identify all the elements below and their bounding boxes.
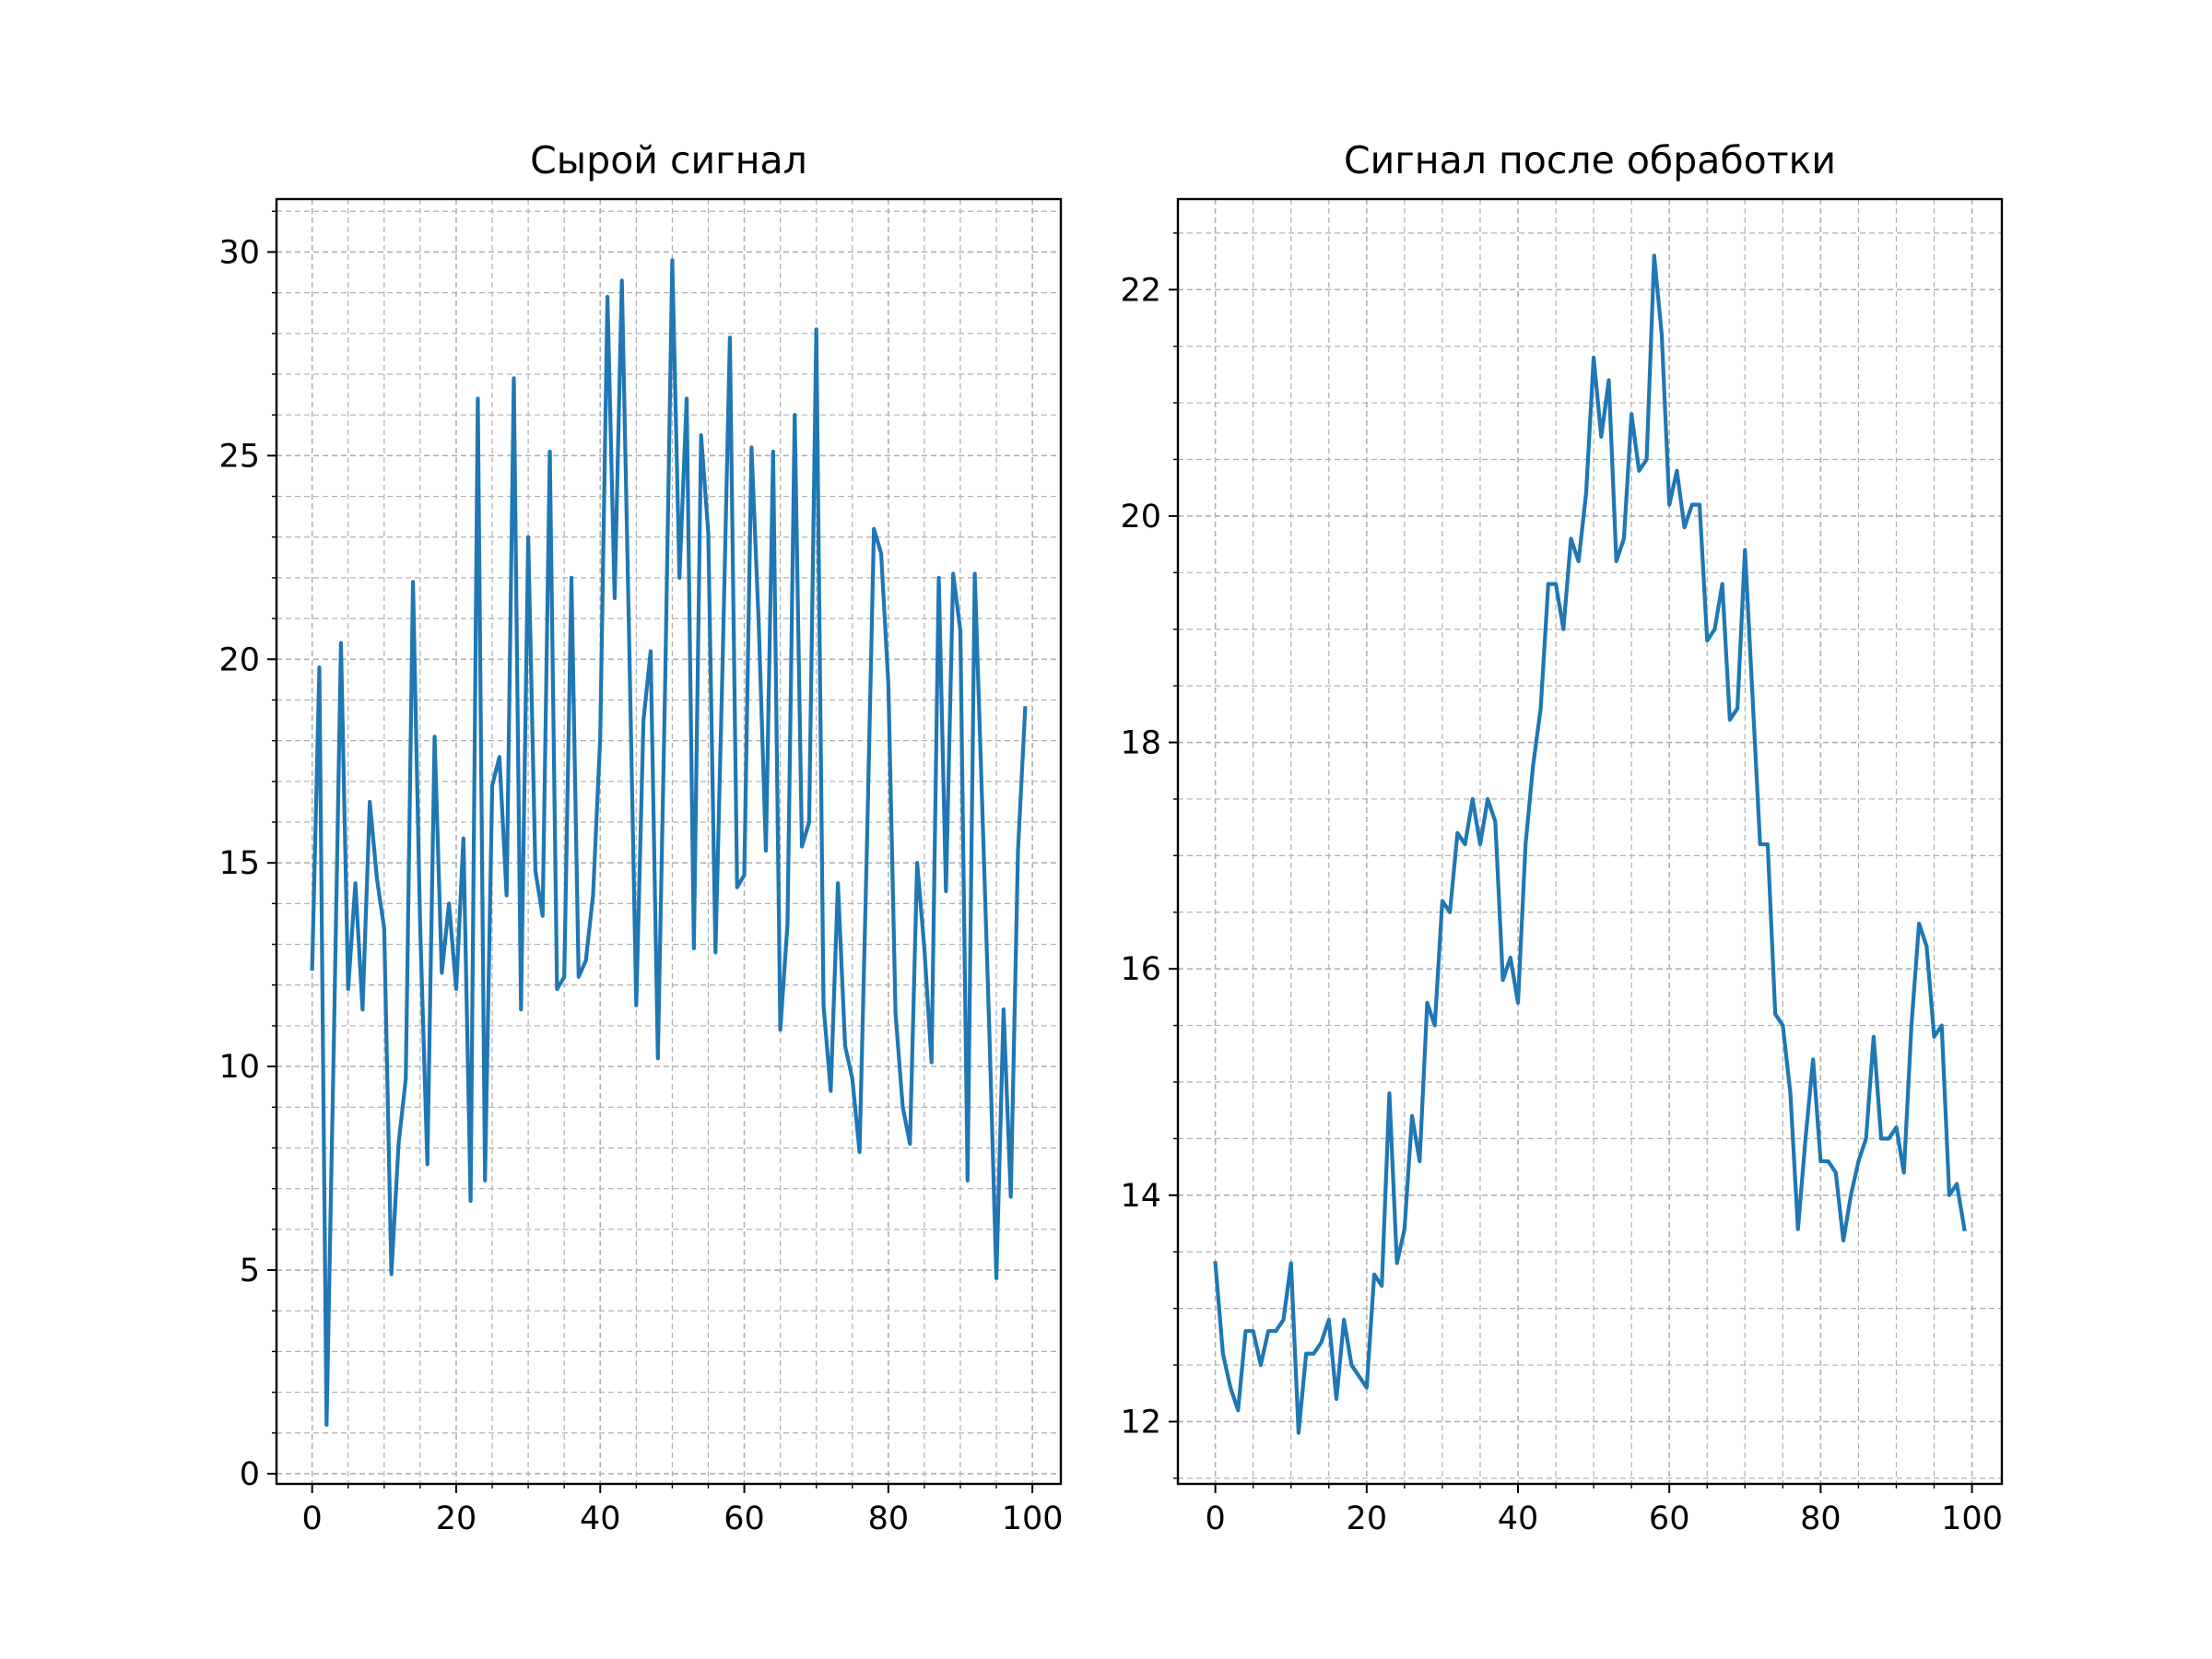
raw-signal-y-tick-label: 0 (240, 1456, 260, 1493)
raw-signal-y-tick-label: 5 (240, 1253, 260, 1289)
raw-signal-y-tick-label: 15 (218, 845, 260, 882)
processed-signal-x-tick-label: 20 (1347, 1500, 1388, 1537)
raw-signal-x-tick-label: 60 (724, 1500, 765, 1537)
processed-signal-y-tick-label: 16 (1120, 951, 1161, 988)
processed-signal-panel: 0 20 40 60 80 100 12 14 16 18 20 22 Сигнал после об… (1120, 138, 2004, 1537)
raw-signal-series-line (310, 258, 1028, 1428)
processed-signal-title: Сигнал после обработки (1344, 138, 1836, 182)
processed-signal-y-tick-label: 20 (1120, 499, 1161, 535)
processed-signal-x-tick-label: 80 (1800, 1500, 1841, 1537)
processed-signal-plot (1213, 253, 1967, 1435)
raw-signal-ticks: 0 20 40 60 80 100 0 5 10 15 20 25 30 (218, 210, 1064, 1537)
processed-signal-y-tick-label: 14 (1120, 1178, 1161, 1215)
processed-signal-ticks: 0 20 40 60 80 100 12 14 16 18 20 22 (1120, 232, 2003, 1537)
processed-signal-x-tick-label: 100 (1941, 1500, 2003, 1537)
processed-signal-x-tick-label: 60 (1649, 1500, 1690, 1537)
raw-signal-title: Сырой сигнал (530, 138, 807, 182)
raw-signal-panel: 0 20 40 60 80 100 0 5 10 15 20 25 30 Сырой сигнал (218, 138, 1063, 1537)
raw-signal-x-tick-label: 100 (1002, 1500, 1064, 1537)
raw-signal-plot (310, 258, 1028, 1428)
processed-signal-axes-frame (1176, 197, 2004, 1486)
raw-signal-y-tick-label: 10 (218, 1049, 260, 1086)
raw-signal-axes-frame (275, 197, 1063, 1486)
raw-signal-x-tick-label: 0 (302, 1500, 323, 1537)
processed-signal-y-tick-label: 18 (1120, 725, 1161, 762)
processed-signal-x-tick-label: 40 (1498, 1500, 1539, 1537)
raw-signal-x-tick-label: 80 (868, 1500, 910, 1537)
raw-signal-y-tick-label: 30 (218, 234, 260, 271)
processed-signal-y-tick-label: 12 (1120, 1404, 1161, 1441)
processed-signal-x-tick-label: 0 (1205, 1500, 1225, 1537)
processed-signal-series-line (1213, 253, 1967, 1435)
raw-signal-x-tick-label: 20 (436, 1500, 477, 1537)
raw-signal-y-tick-label: 25 (218, 438, 260, 475)
raw-signal-y-tick-label: 20 (218, 641, 260, 678)
processed-signal-y-tick-label: 22 (1120, 272, 1161, 309)
raw-signal-x-tick-label: 40 (580, 1500, 621, 1537)
